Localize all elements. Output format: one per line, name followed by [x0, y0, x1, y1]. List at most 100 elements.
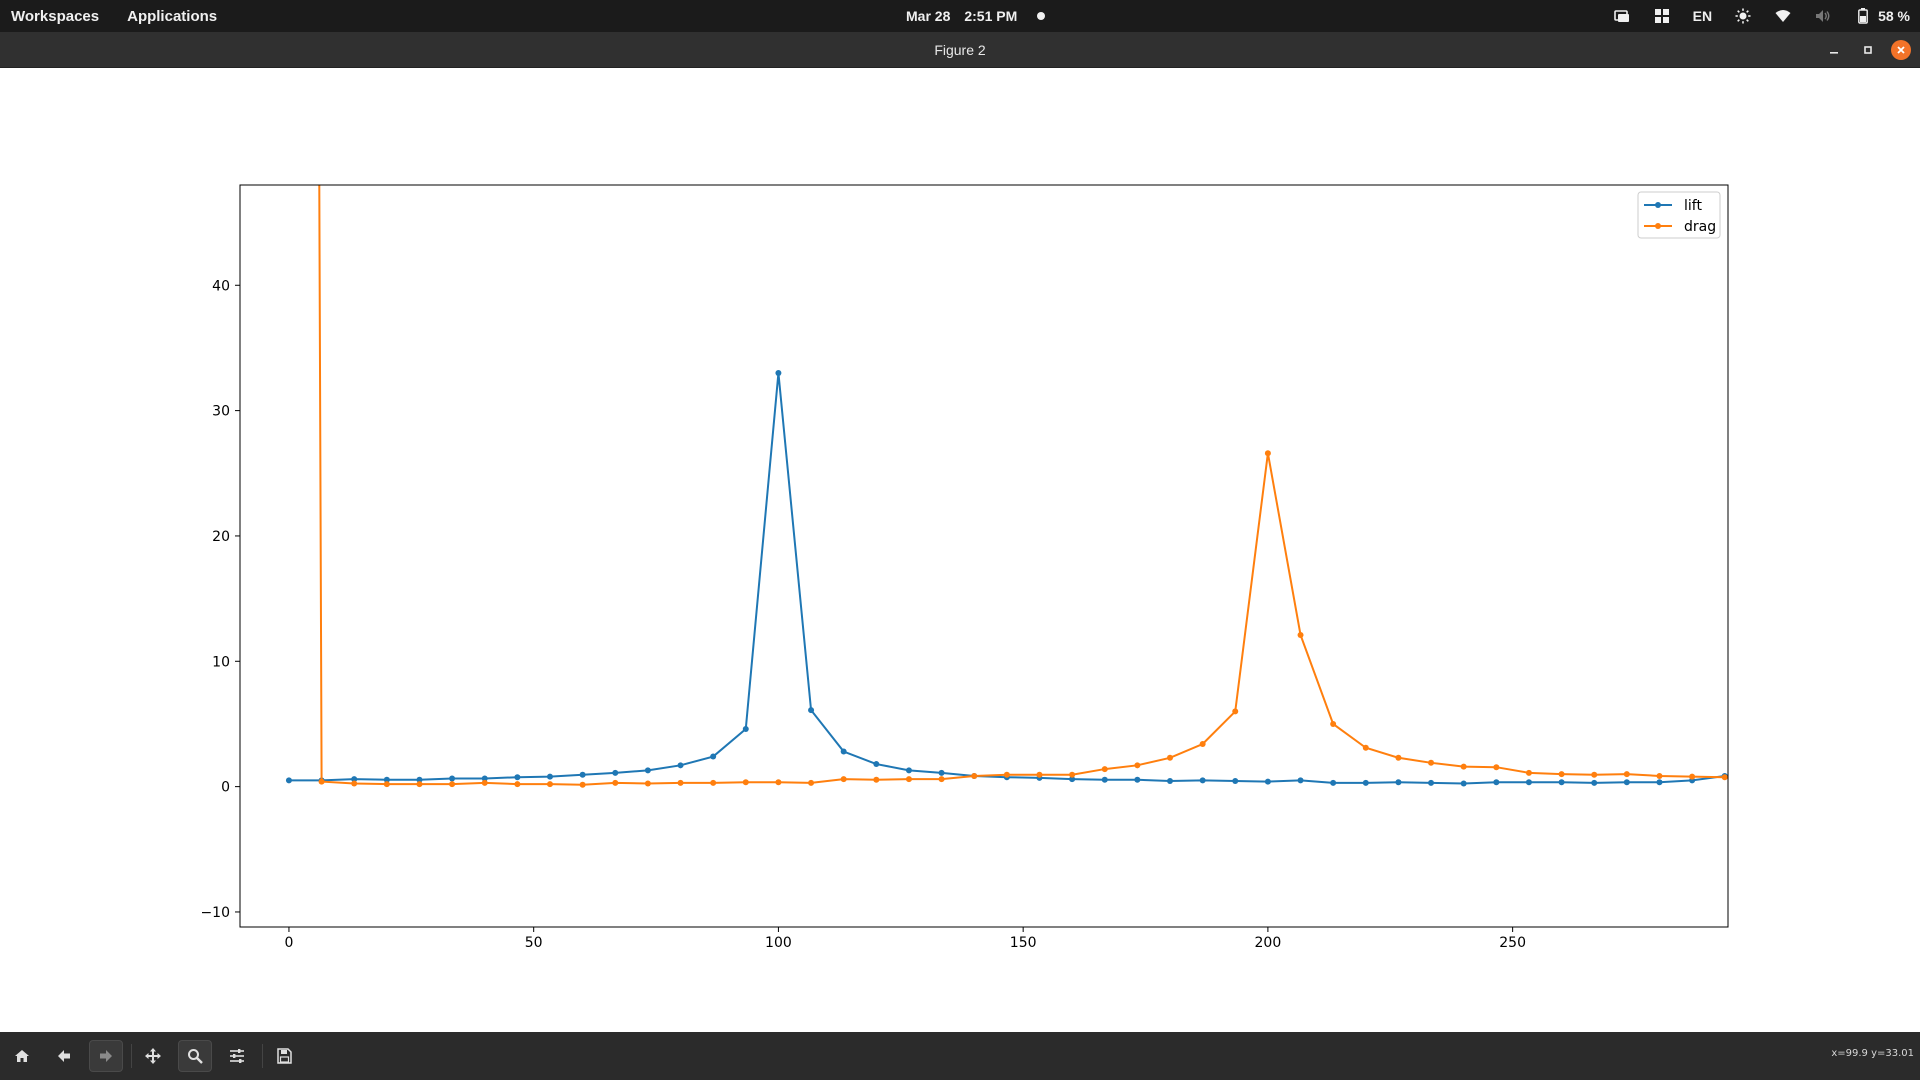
pan-button[interactable]	[136, 1040, 170, 1072]
lift-point	[840, 748, 847, 755]
drag-point	[1395, 754, 1402, 761]
drag-point	[775, 779, 782, 786]
applications-menu[interactable]: Applications	[127, 7, 218, 25]
configure-subplots-button[interactable]	[220, 1040, 254, 1072]
lift-point	[1395, 779, 1402, 786]
lift-point	[1362, 779, 1369, 786]
wifi-icon[interactable]	[1774, 7, 1792, 25]
battery-icon	[1854, 7, 1872, 25]
lift-point	[1460, 780, 1467, 787]
lift-point	[1558, 779, 1565, 786]
drag-point	[1232, 708, 1239, 715]
lift-point	[1330, 779, 1337, 786]
toolbar-separator	[262, 1044, 263, 1068]
workspace-grid-icon[interactable]	[1653, 7, 1671, 25]
screen-share-icon[interactable]	[1613, 7, 1631, 25]
drag-point	[1623, 771, 1630, 778]
drag-point	[905, 776, 912, 783]
drag-point	[1167, 754, 1173, 761]
drag-point	[546, 781, 553, 788]
drag-point	[1428, 759, 1435, 766]
workspaces-menu[interactable]: Workspaces	[11, 7, 100, 25]
lift-point	[383, 776, 390, 783]
lift-point	[1264, 778, 1271, 785]
figure-canvas[interactable]: 0 50 100 150 200 250 −10 0 10 20 30 40 lift drag	[0, 68, 1920, 1032]
drag-point	[938, 776, 945, 783]
forward-button[interactable]	[89, 1040, 123, 1072]
lift-point	[481, 775, 488, 782]
y-tick-label: 40	[212, 278, 230, 294]
clock[interactable]: Mar 28 2:51 PM	[906, 0, 1046, 32]
lift-point	[514, 774, 521, 781]
window-title: Figure 2	[934, 42, 986, 58]
drag-point	[677, 779, 684, 786]
drag-point	[1199, 741, 1206, 748]
back-button[interactable]	[47, 1040, 81, 1072]
drag-point	[1134, 762, 1141, 769]
drag-point	[481, 779, 488, 786]
minimize-button[interactable]	[1824, 40, 1844, 60]
lift-point	[351, 776, 358, 783]
volume-muted-icon[interactable]	[1814, 7, 1832, 25]
x-tick-label: 150	[1010, 935, 1037, 951]
drag-point	[383, 781, 390, 788]
drag-point	[1036, 771, 1043, 778]
maximize-button[interactable]	[1858, 40, 1878, 60]
window-title-bar[interactable]: Figure 2	[0, 32, 1920, 68]
y-tick-label: 30	[212, 404, 230, 420]
lift-point	[1428, 779, 1435, 786]
drag-point	[1362, 744, 1369, 751]
lift-line	[288, 372, 1725, 785]
cursor-coordinates: x=99.9 y=33.01	[1831, 1048, 1914, 1059]
home-button[interactable]	[5, 1040, 39, 1072]
lift-point	[285, 777, 292, 784]
battery-indicator[interactable]: 58 %	[1854, 7, 1910, 25]
x-tick-label: 200	[1255, 935, 1282, 951]
x-tick-label: 100	[765, 935, 792, 951]
drag-point	[644, 780, 651, 787]
drag-point	[318, 778, 325, 785]
time-label: 2:51 PM	[964, 8, 1018, 24]
series-lift	[285, 370, 1728, 787]
zoom-button[interactable]	[178, 1040, 212, 1072]
drag-point	[416, 781, 423, 788]
forward-arrow-icon	[100, 1050, 112, 1062]
toolbar-separator	[131, 1044, 132, 1068]
drag-point	[1591, 771, 1598, 778]
drag-point	[1558, 771, 1565, 778]
lift-point	[1623, 779, 1630, 786]
line-chart[interactable]: 0 50 100 150 200 250 −10 0 10 20 30 40 lift drag	[0, 68, 1920, 1032]
drag-point	[449, 781, 456, 788]
legend-drag-label: drag	[1684, 219, 1716, 235]
y-tick-label: 10	[212, 654, 230, 670]
brightness-icon[interactable]	[1734, 7, 1752, 25]
lift-point	[416, 776, 423, 783]
lift-point	[1101, 776, 1108, 783]
lift-point	[710, 753, 717, 760]
lift-point	[938, 769, 945, 776]
drag-point	[873, 776, 880, 783]
drag-line	[318, 185, 1725, 786]
lift-point	[742, 725, 749, 732]
y-tick-label: 20	[212, 529, 230, 545]
drag-point	[742, 779, 749, 786]
minimize-icon	[1830, 52, 1838, 54]
keyboard-language[interactable]: EN	[1692, 8, 1713, 24]
drag-point	[1297, 631, 1304, 638]
lift-point	[612, 769, 619, 776]
zoom-icon	[188, 1049, 203, 1064]
close-button[interactable]	[1891, 40, 1911, 60]
save-button[interactable]	[267, 1040, 301, 1072]
drag-point	[612, 779, 619, 786]
lift-point	[1493, 779, 1500, 786]
legend-lift-marker	[1655, 202, 1661, 208]
legend-drag-marker	[1655, 223, 1661, 229]
drag-point	[1101, 766, 1108, 773]
drag-point	[514, 781, 521, 788]
drag-point	[1069, 771, 1076, 778]
drag-point	[1003, 771, 1010, 778]
drag-point	[579, 781, 586, 788]
lift-point	[449, 775, 456, 782]
pan-icon	[145, 1048, 161, 1064]
drag-point	[971, 772, 978, 779]
